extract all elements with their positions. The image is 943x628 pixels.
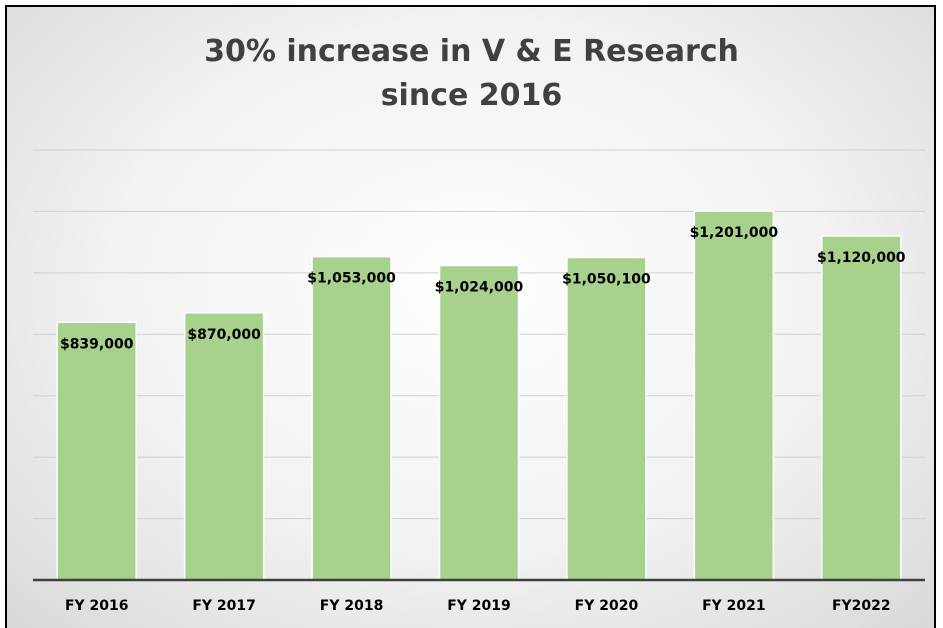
value-label: $1,024,000 bbox=[435, 279, 524, 295]
x-tick-label: FY 2016 bbox=[65, 598, 129, 614]
x-tick-label: FY2022 bbox=[832, 598, 891, 614]
bar bbox=[821, 235, 902, 581]
value-label: $870,000 bbox=[187, 327, 261, 343]
value-label: $1,120,000 bbox=[817, 250, 906, 266]
value-label: $1,201,000 bbox=[690, 225, 779, 241]
bar bbox=[56, 321, 137, 581]
x-tick-label: FY 2019 bbox=[447, 598, 511, 614]
bar bbox=[693, 210, 775, 581]
chart-title: 30% increase in V & E Research since 201… bbox=[204, 34, 739, 113]
value-label: $839,000 bbox=[60, 336, 134, 352]
x-tick-label: FY 2021 bbox=[702, 598, 766, 614]
x-tick-label: FY 2018 bbox=[320, 598, 384, 614]
value-label: $1,050,100 bbox=[562, 271, 651, 287]
x-tick-label: FY 2017 bbox=[192, 598, 256, 614]
bar bbox=[311, 255, 392, 581]
x-tick-label: FY 2020 bbox=[575, 598, 639, 614]
bar bbox=[183, 312, 265, 581]
bar bbox=[566, 256, 647, 581]
bar bbox=[438, 264, 520, 581]
value-label: $1,053,000 bbox=[307, 271, 396, 287]
